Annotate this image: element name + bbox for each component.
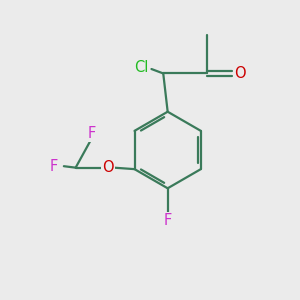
Text: Cl: Cl: [134, 60, 148, 75]
Text: F: F: [50, 159, 58, 174]
Text: O: O: [234, 66, 246, 81]
Text: F: F: [88, 126, 96, 141]
Text: O: O: [102, 160, 114, 175]
Text: F: F: [164, 213, 172, 228]
